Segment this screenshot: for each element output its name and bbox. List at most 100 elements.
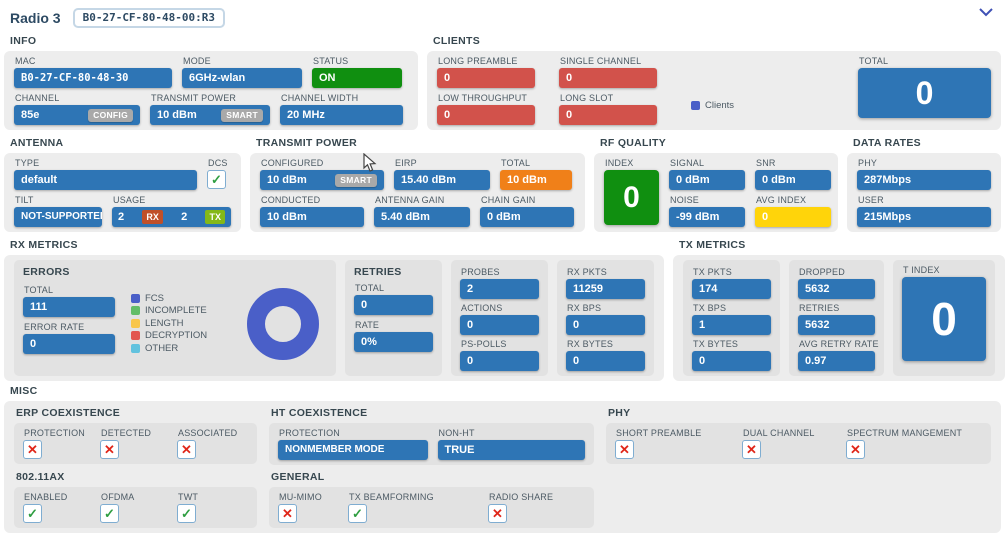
- t-index-value: 0: [902, 277, 986, 361]
- antenna-usage-value: 2 RX 2 TX: [112, 207, 231, 227]
- clients-panel: LONG PREAMBLE 0 SINGLE CHANNEL 0 LOW THR…: [427, 51, 1001, 130]
- radio-id-badge: B0-27-CF-80-48-00:R3: [72, 8, 226, 28]
- clients-total-value: 0: [858, 68, 991, 118]
- field-total-power: TOTAL 10 dBm: [500, 158, 572, 190]
- field-probes: PROBES 2: [460, 267, 539, 299]
- legend-item: LENGTH: [131, 318, 207, 329]
- field-low-throughput: LOW THROUGHPUT 0: [437, 93, 535, 125]
- errors-legend: FCS INCOMPLETE LENGTH DECRYPTION OTHER: [131, 291, 207, 355]
- field-long-preamble: LONG PREAMBLE 0: [437, 56, 535, 88]
- erp-coexistence-group: ERP COEXISTENCE PROTECTION ✕ DETECTED ✕ …: [14, 406, 257, 465]
- field-mac: MAC B0-27-CF-80-48-30: [14, 56, 172, 88]
- check-mu-mimo: MU-MIMO ✕: [278, 492, 348, 523]
- section-data-rates: DATA RATES PHY 287Mbps USER 215Mbps: [847, 134, 1001, 232]
- field-errors-total: TOTAL 111: [23, 285, 115, 317]
- erp-coexistence-subpanel: PROTECTION ✕ DETECTED ✕ ASSOCIATED ✕: [14, 423, 257, 464]
- section-rf-quality: RF QUALITY INDEX 0 SIGNAL 0 dBm NOISE -9…: [594, 134, 838, 232]
- misc-panel: ERP COEXISTENCE PROTECTION ✕ DETECTED ✕ …: [4, 401, 1001, 533]
- antenna-panel: TYPE default DCS ✓ TILT NOT-SUPPORTED US…: [4, 153, 241, 232]
- field-tilt: TILT NOT-SUPPORTED: [14, 195, 102, 227]
- transmit-power-panel: CONFIGURED 10 dBm SMART EIRP 15.40 dBm T…: [250, 153, 585, 232]
- rf-index-value: 0: [604, 170, 659, 225]
- field-actions: ACTIONS 0: [460, 303, 539, 335]
- check-erp-associated: ASSOCIATED ✕: [177, 428, 237, 459]
- field-long-slot: LONG SLOT 0: [559, 93, 657, 125]
- data-rates-panel: PHY 287Mbps USER 215Mbps: [847, 153, 1001, 232]
- retries-subpanel: RETRIES TOTAL 0 RATE 0%: [345, 260, 442, 376]
- field-rx-bytes: RX BYTES 0: [566, 339, 645, 371]
- legend-item: FCS: [131, 293, 207, 304]
- check-ax-enabled: ENABLED ✓: [23, 492, 100, 523]
- field-tx-bytes: TX BYTES 0: [692, 339, 771, 371]
- field-eirp: EIRP 15.40 dBm: [394, 158, 490, 190]
- field-antenna-type: TYPE default: [14, 158, 197, 190]
- errors-donut-chart: [247, 288, 319, 360]
- field-single-channel: SINGLE CHANNEL 0: [559, 56, 657, 88]
- field-snr: SNR 0 dBm: [755, 158, 831, 190]
- ax-group: 802.11AX ENABLED ✓ OFDMA ✓ TWT ✓: [14, 469, 257, 528]
- clients-legend-swatch: [691, 101, 700, 110]
- field-user-rate: USER 215Mbps: [857, 195, 991, 227]
- chevron-down-icon[interactable]: [979, 8, 993, 17]
- tx-metrics-panel: TX PKTS 174 TX BPS 1 TX BYTES 0: [673, 255, 1005, 381]
- field-non-ht: NON-HT TRUE: [437, 428, 585, 460]
- header: Radio 3 B0-27-CF-80-48-00:R3: [4, 3, 1001, 32]
- check-ofdma: OFDMA ✓: [100, 492, 177, 523]
- ax-subpanel: ENABLED ✓ OFDMA ✓ TWT ✓: [14, 487, 257, 528]
- tx-badge: TX: [205, 210, 225, 224]
- field-phy-rate: PHY 287Mbps: [857, 158, 991, 190]
- dcs-checkbox: ✓: [207, 170, 226, 189]
- section-clients-label: CLIENTS: [433, 35, 481, 47]
- field-signal: SIGNAL 0 dBm: [669, 158, 745, 190]
- field-mode: MODE 6GHz-wlan: [182, 56, 302, 88]
- field-channel: CHANNEL 85e CONFIG: [14, 93, 140, 125]
- field-configured: CONFIGURED 10 dBm SMART: [260, 158, 384, 190]
- clients-legend: Clients: [691, 100, 734, 111]
- general-group: GENERAL MU-MIMO ✕ TX BEAMFORMING ✓ RADIO…: [269, 469, 594, 528]
- check-erp-protection: PROTECTION ✕: [23, 428, 100, 459]
- field-conducted: CONDUCTED 10 dBm: [260, 195, 364, 227]
- tx-counters-subpanel: TX PKTS 174 TX BPS 1 TX BYTES 0: [683, 260, 780, 376]
- page-title: Radio 3: [10, 10, 61, 26]
- info-panel: MAC B0-27-CF-80-48-30 MODE 6GHz-wlan STA…: [4, 51, 418, 130]
- check-short-preamble: SHORT PREAMBLE ✕: [615, 428, 742, 459]
- t-index-subpanel: T INDEX 0: [893, 260, 995, 376]
- errors-subpanel: ERRORS TOTAL 111 ERROR RATE 0: [14, 260, 336, 376]
- field-ps-polls: PS-POLLS 0: [460, 339, 539, 371]
- legend-item: INCOMPLETE: [131, 305, 207, 316]
- field-retries-rate: RATE 0%: [354, 320, 433, 352]
- legend-item: OTHER: [131, 343, 207, 354]
- field-rx-pkts: RX PKTS 11259: [566, 267, 645, 299]
- general-subpanel: MU-MIMO ✕ TX BEAMFORMING ✓ RADIO SHARE ✕: [269, 487, 594, 528]
- config-badge: CONFIG: [88, 108, 133, 122]
- section-info: INFO MAC B0-27-CF-80-48-30 MODE 6GHz-wla…: [4, 32, 418, 130]
- field-clients-total: TOTAL 0: [858, 56, 991, 118]
- rx-counters-subpanel: RX PKTS 11259 RX BPS 0 RX BYTES 0: [557, 260, 654, 376]
- section-clients: CLIENTS LONG PREAMBLE 0 SINGLE CHANNEL 0: [427, 32, 1001, 130]
- rx-metrics-panel: ERRORS TOTAL 111 ERROR RATE 0: [4, 255, 664, 381]
- field-tx-bps: TX BPS 1: [692, 303, 771, 335]
- smart-badge: SMART: [221, 108, 263, 122]
- field-chain-gain: CHAIN GAIN 0 dBm: [480, 195, 574, 227]
- phy-group: PHY SHORT PREAMBLE ✕ DUAL CHANNEL ✕ SPEC…: [606, 406, 991, 465]
- section-misc: MISC ERP COEXISTENCE PROTECTION ✕ DETECT…: [4, 385, 1001, 533]
- field-usage: USAGE 2 RX 2 TX: [112, 195, 231, 227]
- field-dcs: DCS ✓: [207, 158, 231, 190]
- field-channel-width: CHANNEL WIDTH 20 MHz: [280, 93, 403, 125]
- field-rf-index: INDEX 0: [604, 158, 659, 227]
- legend-item: DECRYPTION: [131, 330, 207, 341]
- section-rx-metrics: RX METRICS ERRORS TOTAL 111 ERROR RATE 0: [4, 236, 664, 381]
- check-erp-detected: DETECTED ✕: [100, 428, 177, 459]
- phy-subpanel: SHORT PREAMBLE ✕ DUAL CHANNEL ✕ SPECTRUM…: [606, 423, 991, 464]
- check-radio-share: RADIO SHARE ✕: [488, 492, 553, 523]
- section-info-label: INFO: [10, 35, 37, 47]
- tx-drops-subpanel: DROPPED 5632 RETRIES 5632 AVG RETRY RATE…: [789, 260, 884, 376]
- field-status: STATUS ON: [312, 56, 402, 88]
- ht-coexistence-subpanel: PROTECTION NONMEMBER MODE NON-HT TRUE: [269, 423, 594, 465]
- smart-badge: SMART: [335, 173, 377, 187]
- check-twt: TWT ✓: [177, 492, 198, 523]
- row-rx-tx-metrics: RX METRICS ERRORS TOTAL 111 ERROR RATE 0: [4, 236, 1005, 381]
- field-noise: NOISE -99 dBm: [669, 195, 745, 227]
- field-ht-protection: PROTECTION NONMEMBER MODE: [278, 428, 428, 460]
